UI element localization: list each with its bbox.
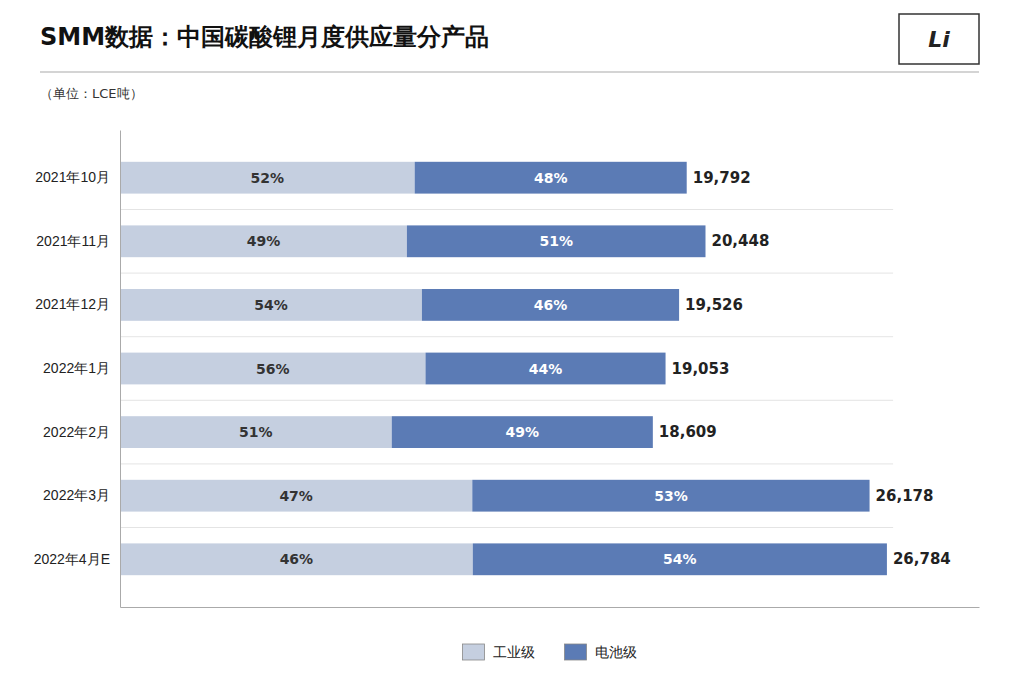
y-tick-label: 2021年10月 [35,169,110,185]
plot: 52% 49% 54% 56% 51% 47% 46% 48% 51% 46% 44% 49% 53% 5… [34,131,980,608]
bar-label: 44% [529,361,563,377]
bar-label: 54% [254,297,288,313]
row-separator [120,209,893,210]
data-labels: 52% 49% 54% 56% 51% 47% 46% 48% 51% 46% 44% 49% 53% 5… [239,169,951,569]
bar-label: 48% [534,170,568,186]
legend-item: 工业级 [463,644,535,660]
row-separator [120,273,893,274]
legend-swatch [565,644,587,660]
bar-label: 46% [534,297,568,313]
bar-label: 52% [251,170,285,186]
y-tick-label: 2022年4月E [34,551,110,567]
total-label: 20,448 [711,232,769,250]
total-label: 19,053 [672,360,730,378]
bar-segment [120,162,415,194]
row-separator [120,400,893,401]
y-tick: 2022年3月 [43,487,120,503]
y-tick: 2021年10月 [35,169,120,185]
chart-svg: SMM数据：中国碳酸锂月度供应量分产品（单位：LCE吨）Li52%49%54%5… [0,0,1019,687]
bar-label: 49% [247,233,281,249]
bar-label: 46% [280,551,314,567]
chart-title: SMM数据：中国碳酸锂月度供应量分产品 [40,23,489,51]
bar-segment [392,416,653,448]
y-axis: 2021年10月 2021年11月 2021年12月 2022年1月 2022年2月 20… [34,131,121,608]
bars [120,162,887,575]
bar-segment [120,289,422,321]
annotation-text: Li [928,27,950,52]
bar-segment [407,225,706,257]
bar-segment [472,480,869,512]
bar-segment [426,353,666,385]
y-tick-label: 2022年1月 [43,360,110,376]
y-axis-line [120,131,121,608]
bar-segment [120,416,392,448]
legend-item: 电池级 [565,644,637,660]
x-axis [121,607,980,608]
total-label: 26,178 [876,487,934,505]
bar-segment [120,353,426,385]
y-tick-label: 2022年3月 [43,487,110,503]
legend-label: 电池级 [595,644,637,660]
bar-segment [120,543,473,575]
bar-label: 49% [506,424,540,440]
legend-label: 工业级 [493,644,535,660]
bar-label: 53% [654,488,688,504]
title-rule [40,71,979,72]
total-label: 19,526 [685,296,743,314]
y-tick-label: 2022年2月 [43,424,110,440]
annotation-frame [899,14,979,64]
series-bars [120,162,473,575]
legend: 工业级 电池级 [463,644,637,660]
bar-segment [120,225,407,257]
bar-segment [120,480,472,512]
total-label: 19,792 [693,169,751,187]
annotation-box: Li [899,14,979,64]
bar-label: 56% [256,361,290,377]
y-tick: 2022年4月E [34,551,120,567]
y-tick: 2021年12月 [35,296,120,312]
row-separator [120,527,893,528]
total-label: 18,609 [659,423,717,441]
x-axis-line [121,607,980,608]
row-separator [120,463,893,464]
bar-segment [473,543,887,575]
chart-subtitle: （单位：LCE吨） [40,86,143,101]
y-tick: 2022年2月 [43,424,120,440]
y-tick-label: 2021年12月 [35,296,110,312]
legend-swatch [463,644,485,660]
y-tick: 2022年1月 [43,360,120,376]
y-tick: 2021年11月 [36,233,120,249]
series-bars [392,162,887,575]
row-separator [120,336,893,337]
row-separators [120,210,893,528]
bar-segment [415,162,687,194]
total-label: 26,784 [893,550,951,568]
y-tick-label: 2021年11月 [36,233,110,249]
bar-label: 54% [663,551,697,567]
bar-label: 51% [539,233,573,249]
bar-label: 47% [279,488,313,504]
bar-segment [422,289,679,321]
bar-label: 51% [239,424,273,440]
